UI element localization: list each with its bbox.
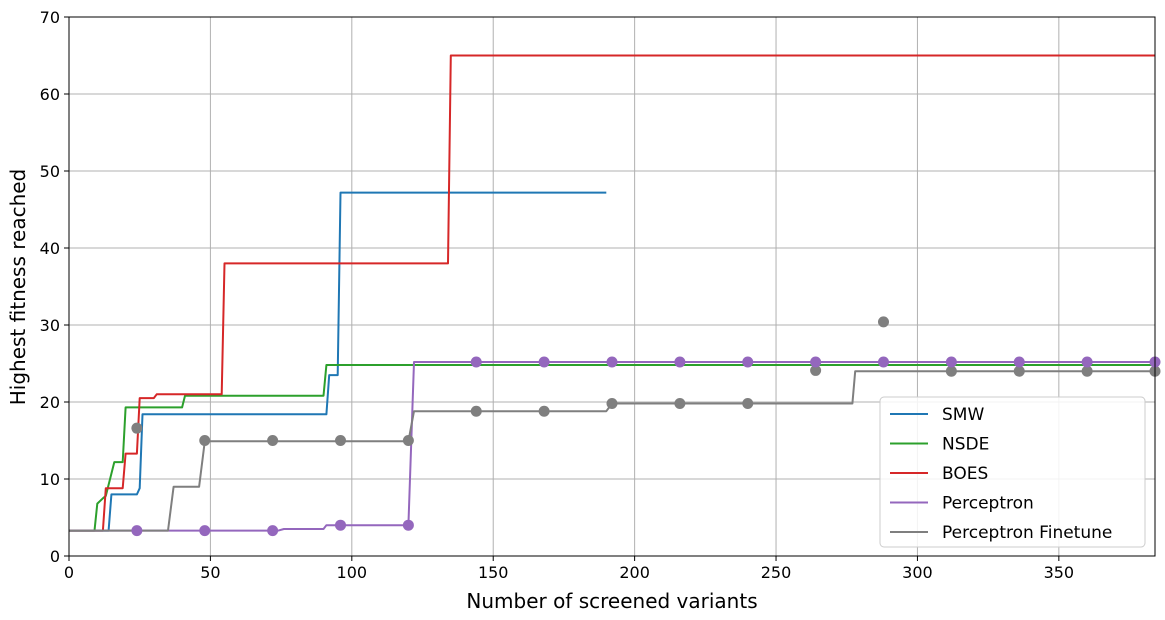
y-tick-label: 30 [40,316,60,335]
legend: SMW NSDE BOES Perceptron Perceptron Finetune [879,396,1146,548]
data-point-perceptron-finetune [742,398,754,410]
data-point-perceptron-finetune [606,398,618,410]
data-point-perceptron [538,356,550,368]
legend-box [879,396,1146,548]
data-point-perceptron-finetune [335,435,346,446]
legend-label-smw: SMW [942,405,984,425]
data-point-perceptron [1081,356,1093,368]
data-point-perceptron [131,525,143,537]
y-tick-label: 60 [40,85,60,104]
series-line-smw [69,191,607,532]
y-tick-label: 40 [40,239,60,258]
data-point-perceptron [606,356,618,368]
data-point-perceptron [267,525,279,537]
data-point-perceptron-finetune [267,435,279,446]
data-point-perceptron-finetune [131,422,143,434]
y-axis-label: Highest fitness reached [6,169,30,406]
x-tick-label: 100 [337,563,368,582]
series-layer [69,54,1155,532]
data-point-perceptron [1013,356,1025,368]
data-point-perceptron-finetune [199,435,211,446]
x-tick-label: 300 [902,563,933,582]
data-point-perceptron [335,519,346,531]
data-point-perceptron-finetune [810,364,822,376]
legend-label-nsde: NSDE [942,435,989,455]
y-tick-label: 0 [50,547,60,566]
data-point-perceptron-finetune [878,316,889,328]
data-point-perceptron [945,356,957,368]
data-point-perceptron-finetune [1081,365,1093,377]
data-point-perceptron-finetune [945,365,957,377]
x-tick-label: 50 [200,563,220,582]
data-point-perceptron [470,356,482,368]
y-tick-label: 10 [40,470,60,489]
data-point-perceptron-finetune [674,398,686,410]
series-line-perceptron-finetune [69,370,1155,532]
x-axis-label: Number of screened variants [466,589,757,613]
x-axis-ticks: 0 50 100 150 200 250 300 350 [64,556,1074,582]
y-tick-label: 20 [40,393,60,412]
data-point-perceptron [878,356,889,368]
data-point-perceptron [199,525,211,537]
x-tick-label: 350 [1044,563,1075,582]
series-line-nsde [69,364,1155,532]
data-point-perceptron [402,519,414,531]
data-point-perceptron [742,356,754,368]
y-tick-label: 50 [40,162,60,181]
data-point-perceptron [674,356,686,368]
x-tick-label: 0 [64,563,74,582]
y-tick-label: 70 [40,8,60,27]
legend-label-perceptron-finetune: Perceptron Finetune [942,523,1112,543]
marker-layer [131,316,1161,537]
data-point-perceptron-finetune [470,405,482,417]
x-tick-label: 200 [619,563,650,582]
data-point-perceptron-finetune [1013,365,1025,377]
series-line-boes [69,54,1155,532]
data-point-perceptron [810,356,822,368]
plot-frame [68,16,1156,557]
x-tick-label: 250 [761,563,792,582]
legend-label-boes: BOES [942,464,988,484]
legend-label-perceptron: Perceptron [942,494,1034,514]
x-tick-label: 150 [478,563,509,582]
data-point-perceptron-finetune [538,405,550,417]
series-line-perceptron [69,361,1155,532]
data-point-perceptron-finetune [402,435,414,446]
y-axis-ticks: 0 10 20 30 40 50 60 70 [40,8,69,566]
